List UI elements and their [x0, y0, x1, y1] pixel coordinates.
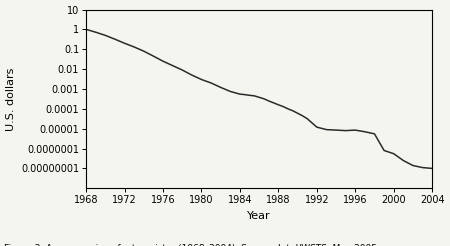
X-axis label: Year: Year [248, 211, 271, 221]
Y-axis label: U.S. dollars: U.S. dollars [5, 67, 16, 131]
Text: Figure 3. Average price of a transistor (1968–2004). Source: Intel/WSTS, May 200: Figure 3. Average price of a transistor … [4, 244, 380, 246]
